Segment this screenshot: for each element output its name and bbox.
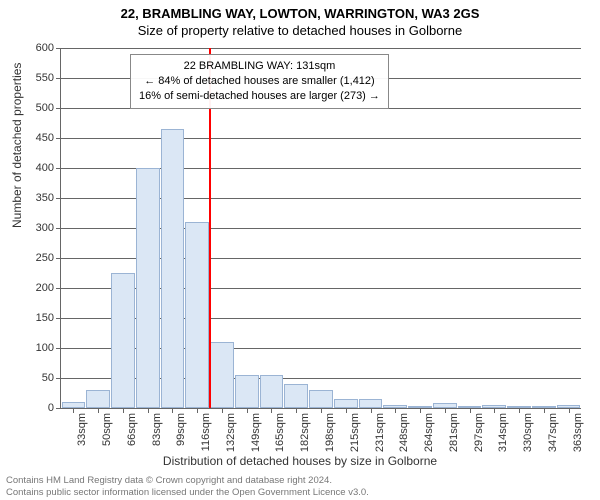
- x-tick-label: 132sqm: [225, 413, 237, 452]
- x-tick-mark: [420, 408, 421, 413]
- x-tick-mark: [197, 408, 198, 413]
- y-tick-label: 350: [14, 192, 54, 204]
- x-tick-label: 297sqm: [473, 413, 485, 452]
- x-tick-mark: [569, 408, 570, 413]
- x-tick-mark: [73, 408, 74, 413]
- x-tick-label: 198sqm: [324, 413, 336, 452]
- y-tick-label: 450: [14, 132, 54, 144]
- histogram-bar: [161, 129, 185, 408]
- x-tick-mark: [470, 408, 471, 413]
- histogram-bar: [359, 399, 383, 408]
- x-tick-mark: [271, 408, 272, 413]
- annotation-line3: 16% of semi-detached houses are larger (…: [139, 89, 380, 104]
- histogram-bar: [334, 399, 358, 408]
- x-tick-label: 99sqm: [175, 413, 187, 446]
- y-tick-label: 550: [14, 72, 54, 84]
- x-tick-mark: [321, 408, 322, 413]
- x-tick-label: 330sqm: [522, 413, 534, 452]
- x-tick-label: 116sqm: [200, 413, 212, 451]
- y-tick-label: 300: [14, 222, 54, 234]
- x-tick-label: 264sqm: [423, 413, 435, 452]
- x-tick-mark: [123, 408, 124, 413]
- x-tick-label: 83sqm: [151, 413, 163, 446]
- x-tick-label: 248sqm: [398, 413, 410, 452]
- histogram-bar: [185, 222, 209, 408]
- x-tick-mark: [222, 408, 223, 413]
- subtitle: Size of property relative to detached ho…: [0, 21, 600, 42]
- x-tick-mark: [445, 408, 446, 413]
- x-tick-mark: [148, 408, 149, 413]
- histogram-bar: [136, 168, 160, 408]
- x-tick-label: 314sqm: [497, 413, 509, 452]
- x-tick-label: 231sqm: [374, 413, 386, 452]
- x-tick-label: 149sqm: [250, 413, 262, 452]
- x-tick-mark: [395, 408, 396, 413]
- plot-area: 050100150200250300350400450500550600 33s…: [60, 48, 580, 408]
- x-tick-mark: [98, 408, 99, 413]
- x-tick-label: 165sqm: [274, 413, 286, 452]
- x-tick-mark: [247, 408, 248, 413]
- histogram-bar: [210, 342, 234, 408]
- x-axis-label: Distribution of detached houses by size …: [0, 454, 600, 468]
- y-tick-label: 400: [14, 162, 54, 174]
- histogram-bar: [111, 273, 135, 408]
- attribution-footer: Contains HM Land Registry data © Crown c…: [6, 475, 369, 498]
- histogram-bar: [86, 390, 110, 408]
- x-tick-label: 50sqm: [101, 413, 113, 446]
- x-tick-mark: [346, 408, 347, 413]
- x-tick-label: 215sqm: [349, 413, 361, 452]
- y-tick-label: 50: [14, 372, 54, 384]
- x-tick-mark: [296, 408, 297, 413]
- x-tick-mark: [519, 408, 520, 413]
- footer-line1: Contains HM Land Registry data © Crown c…: [6, 475, 369, 486]
- y-tick-label: 150: [14, 312, 54, 324]
- x-tick-mark: [371, 408, 372, 413]
- annotation-line2: ← 84% of detached houses are smaller (1,…: [139, 74, 380, 89]
- histogram-bar: [309, 390, 333, 408]
- x-tick-label: 66sqm: [126, 413, 138, 446]
- x-tick-label: 363sqm: [572, 413, 584, 452]
- footer-line2: Contains public sector information licen…: [6, 487, 369, 498]
- histogram-bar: [284, 384, 308, 408]
- x-tick-label: 281sqm: [448, 413, 460, 452]
- y-tick-mark: [56, 408, 61, 409]
- y-tick-label: 0: [14, 402, 54, 414]
- histogram-bar: [260, 375, 284, 408]
- address-title: 22, BRAMBLING WAY, LOWTON, WARRINGTON, W…: [0, 0, 600, 21]
- x-tick-mark: [544, 408, 545, 413]
- y-tick-label: 600: [14, 42, 54, 54]
- y-tick-label: 250: [14, 252, 54, 264]
- histogram-bar: [235, 375, 259, 408]
- x-tick-mark: [172, 408, 173, 413]
- y-tick-label: 100: [14, 342, 54, 354]
- annotation-box: 22 BRAMBLING WAY: 131sqm ← 84% of detach…: [130, 54, 389, 109]
- annotation-line1: 22 BRAMBLING WAY: 131sqm: [139, 59, 380, 74]
- x-tick-label: 347sqm: [547, 413, 559, 452]
- x-tick-label: 182sqm: [299, 413, 311, 452]
- chart-container: 22, BRAMBLING WAY, LOWTON, WARRINGTON, W…: [0, 0, 600, 500]
- y-tick-label: 200: [14, 282, 54, 294]
- y-tick-label: 500: [14, 102, 54, 114]
- x-tick-mark: [494, 408, 495, 413]
- x-tick-label: 33sqm: [76, 413, 88, 446]
